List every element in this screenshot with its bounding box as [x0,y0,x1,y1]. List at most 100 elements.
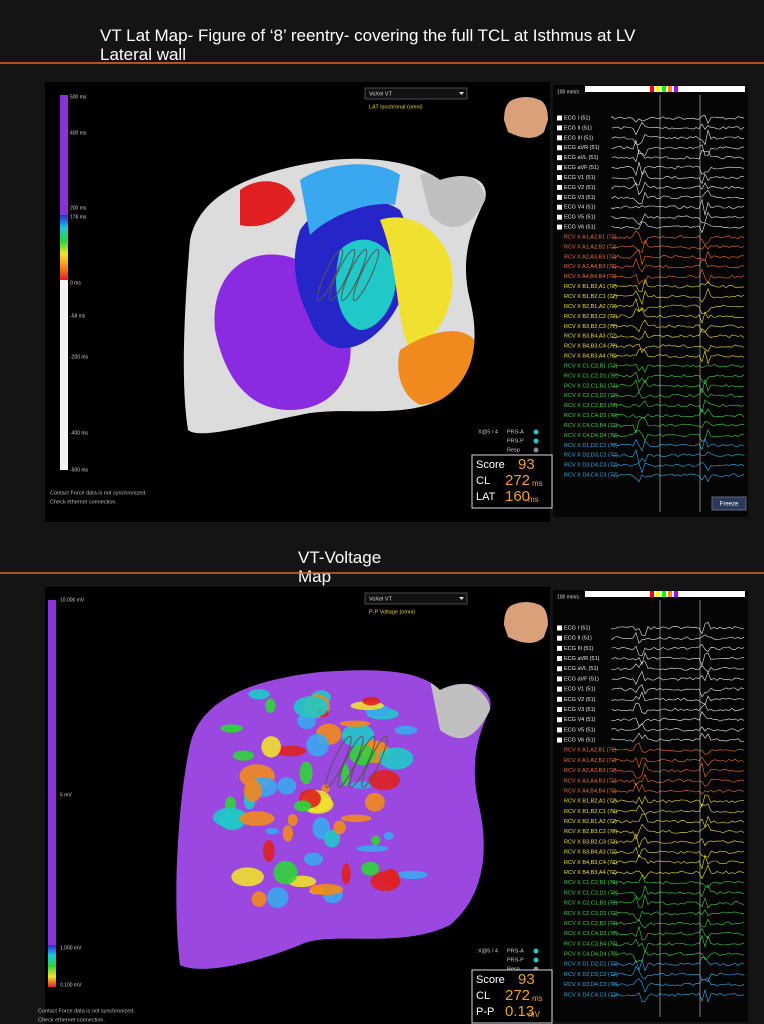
trace [611,874,745,889]
panel: 10.000 mV 5 mV 1.000 mV 0.100 mV VoXel VT P-P… [0,572,764,1024]
channel-label: RCV X A2,A3,B3 (72) [564,254,617,260]
checkbox[interactable] [557,214,562,220]
map-region [380,217,453,350]
checkbox[interactable] [557,696,562,702]
score-unit: ms [528,495,539,504]
trace [611,408,745,419]
panels: 500 ms 400 ms 200 ms 178 ms 0 ms -58 ms -200 m… [0,62,764,1024]
checkbox[interactable] [557,645,562,651]
checkbox[interactable] [557,666,562,672]
map-region [300,164,400,235]
checkbox[interactable] [557,686,562,692]
map-region [349,744,376,766]
trace [611,149,745,163]
channel-label: RCV X C2,C1,B2 (72) [564,383,618,389]
sweep-speed: 100 mm/s [557,594,579,600]
scale-bar [48,600,56,945]
trace [611,893,745,909]
score-label: P-P [476,1006,494,1018]
checkbox[interactable] [557,635,562,641]
trace [611,122,745,136]
torso-icon [504,97,548,138]
checkbox[interactable] [557,204,562,210]
scale-bar [60,280,68,470]
checkbox[interactable] [557,145,562,151]
checkbox[interactable] [557,727,562,733]
checkbox[interactable] [557,625,562,631]
checkbox[interactable] [557,717,562,723]
legend-dot [533,447,539,453]
trace [611,461,745,474]
trace [611,813,745,828]
channel-label: ECG aVF (51) [564,165,599,171]
legend-dot [533,429,539,435]
channel-label: RCV X D1,D2,C1 (72) [564,962,618,968]
channel-label: RCV X B2,B1,A2 (72) [564,819,617,825]
channel-label: RCV X A1,A2,B1 (72) [564,234,617,240]
trace [611,371,745,385]
channel-label: RCV X C4,C3,B4 (72) [564,941,618,947]
freeze-button[interactable] [711,496,747,511]
checkbox[interactable] [557,175,562,181]
dropdown[interactable] [364,87,468,100]
map-region [287,814,298,827]
scale-label: 10.000 mV [60,597,85,603]
checkbox[interactable] [557,165,562,171]
checkbox[interactable] [557,676,562,682]
channel-label: ECG V4 (51) [564,205,596,211]
trace [611,833,745,849]
channel-label: ECG V5 (51) [564,215,596,221]
legend-label: PRS-P [507,438,524,444]
dropdown[interactable] [364,592,468,605]
map-region [248,689,270,700]
scale-label: 5 mV [60,792,72,798]
channel-label: RCV X D3,D4,C3 (72) [564,982,618,988]
channel-label: RCV X B3,B4,A3 (72) [564,850,617,856]
timing-mark [656,86,660,92]
channel-label: RCV X D2,D3,C2 (72) [564,453,618,459]
trace [611,268,745,285]
trace [611,307,745,324]
checkbox[interactable] [557,184,562,190]
checkbox[interactable] [557,194,562,200]
channel-label: RCV X B2,B3,C2 (72) [564,829,617,835]
checkbox[interactable] [557,224,562,230]
checkbox[interactable] [557,737,562,743]
checkbox[interactable] [557,115,562,121]
trace [611,170,745,186]
score-label: CL [476,990,490,1002]
map-region [306,733,329,757]
trace [611,742,745,755]
map-region [364,792,385,812]
map-region [293,800,312,812]
channel-label: RCV X C1,C2,B1 (72) [564,880,618,886]
channel-label: RCV X A4,B4,B4 (72) [564,274,617,280]
channel-label: RCV X D4,C4,C3 (72) [564,992,618,998]
channel-label: RCV X C2,C3,D2 (72) [564,911,618,917]
map-region [336,239,396,330]
trace [611,449,745,464]
channel-label: ECG II (51) [564,636,592,642]
legend-label: Resp [507,447,520,453]
channel-label: RCV X A3,A4,B3 (72) [564,778,617,784]
channel-label: RCV X A1,A2,B1 (72) [564,748,617,754]
map-region [251,891,267,907]
checkbox[interactable] [557,707,562,713]
channel-label: RCV X B4,B3,C4 (72) [564,344,617,350]
checkbox[interactable] [557,135,562,141]
map-region [266,887,289,908]
checkbox[interactable] [557,155,562,161]
trace [611,722,745,732]
legend-label: PRS-A [507,429,524,435]
map-region [303,852,324,866]
scale-bar [48,945,56,987]
trace [611,129,745,146]
checkbox[interactable] [557,656,562,662]
dropdown-arrow [459,597,464,600]
trace [611,702,745,715]
channel-label: RCV X C3,C2,B3 (72) [564,921,618,927]
checkbox[interactable] [557,125,562,131]
scale-bar [60,215,68,280]
status-text: Check ethernet connection. [50,499,117,505]
trace [611,925,745,941]
